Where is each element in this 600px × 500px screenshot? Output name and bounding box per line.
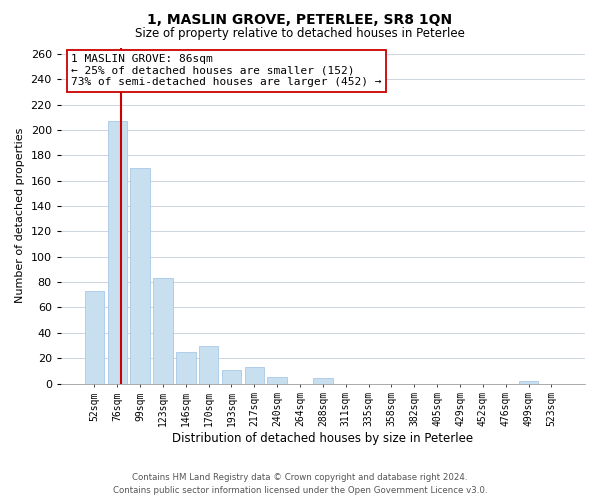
Text: Size of property relative to detached houses in Peterlee: Size of property relative to detached ho… [135,28,465,40]
Y-axis label: Number of detached properties: Number of detached properties [15,128,25,303]
Bar [85,291,104,384]
Bar [130,168,150,384]
Bar [153,278,173,384]
Bar [519,381,538,384]
Bar [222,370,241,384]
Text: Contains HM Land Registry data © Crown copyright and database right 2024.
Contai: Contains HM Land Registry data © Crown c… [113,473,487,495]
Bar [313,378,332,384]
Bar [107,121,127,384]
Bar [176,352,196,384]
Bar [268,377,287,384]
Bar [199,346,218,384]
Text: 1 MASLIN GROVE: 86sqm
← 25% of detached houses are smaller (152)
73% of semi-det: 1 MASLIN GROVE: 86sqm ← 25% of detached … [71,54,382,88]
Text: 1, MASLIN GROVE, PETERLEE, SR8 1QN: 1, MASLIN GROVE, PETERLEE, SR8 1QN [148,12,452,26]
Bar [245,367,264,384]
X-axis label: Distribution of detached houses by size in Peterlee: Distribution of detached houses by size … [172,432,473,445]
